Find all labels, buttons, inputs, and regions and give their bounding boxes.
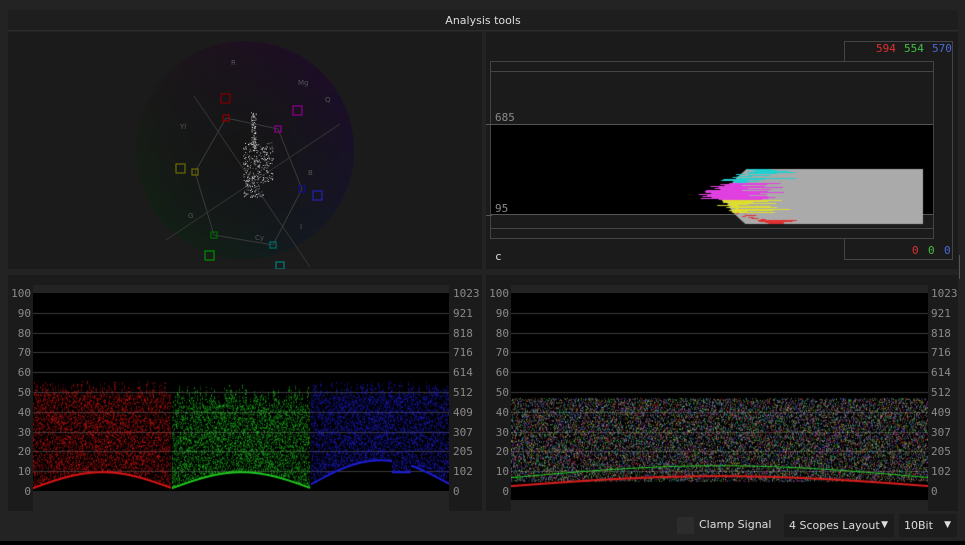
axis-tick-label: 0	[24, 485, 31, 498]
axis-tick-label: 30	[495, 425, 509, 439]
axis-tick-label: 20	[17, 445, 31, 459]
axis-tick-label: 40	[495, 405, 509, 419]
axis-tick-label: 70	[495, 346, 509, 360]
target-label-r: R	[231, 59, 236, 67]
axis-tick-label: 0	[453, 485, 460, 498]
clamp-signal-label: Clamp Signal	[699, 518, 772, 531]
max-count-red: 594	[876, 42, 896, 55]
rgb-parade-trace	[33, 293, 449, 491]
axis-tick-label: 80	[17, 326, 31, 340]
axis-tick-label: 205	[931, 445, 951, 459]
axis-tick-label: 716	[453, 346, 473, 360]
min-count-blue: 0	[944, 244, 951, 257]
axis-tick-label: 20	[495, 445, 509, 459]
axis-tick-label: 716	[931, 346, 951, 360]
vectorscope-trace	[243, 112, 274, 198]
rgb-parade-panel: 100 90 80 70 60 50 40 30 20 10 0 1023 921 818 716 614 51…	[8, 275, 482, 511]
target-label-b: B	[308, 169, 313, 177]
target-label-q: Q	[325, 96, 331, 104]
histogram-lower-label: 95	[495, 202, 509, 215]
layout-select[interactable]: 4 Scopes Layout ▼	[784, 514, 894, 537]
count-box	[844, 41, 953, 260]
axis-tick-label: 70	[17, 346, 31, 360]
axis-tick-label: 205	[453, 445, 473, 459]
axis-tick-label: 512	[931, 386, 951, 399]
bitdepth-select[interactable]: 10Bit ▼	[899, 514, 957, 537]
chevron-down-icon: ▼	[881, 520, 888, 530]
axis-tick-label: 60	[17, 366, 31, 380]
axis-tick-label: 1023	[453, 287, 480, 300]
max-count-green: 554	[904, 42, 924, 55]
min-count-red: 0	[912, 244, 919, 257]
i-axis	[193, 95, 311, 268]
target-label-mg: Mg	[298, 79, 308, 87]
axis-tick-label: 818	[931, 326, 951, 340]
target-label-i: I	[300, 223, 302, 231]
target-label-g: G	[188, 212, 193, 220]
q-axis	[165, 123, 341, 241]
axis-tick-label: 921	[453, 306, 473, 320]
axis-tick-label: 0	[931, 485, 938, 498]
target-label-yl: Yl	[179, 123, 186, 131]
histogram-bars	[491, 117, 933, 237]
axis-tick-label: 60	[495, 366, 509, 380]
axis-tick-label: 50	[17, 386, 31, 399]
vectorscope-panel: R Mg Q B I Cy G Yl	[8, 32, 482, 269]
axis-tick-label: 90	[495, 306, 509, 320]
axis-tick-label: 10	[495, 465, 509, 479]
min-count-green: 0	[928, 244, 935, 257]
chevron-down-icon: ▼	[944, 520, 951, 530]
axis-tick-label: 409	[453, 405, 473, 419]
bitdepth-select-value: 10Bit	[904, 519, 933, 532]
vectorscope-graph: R Mg Q B I Cy G Yl	[136, 41, 354, 269]
axis-tick-label: 921	[931, 306, 951, 320]
axis-tick-label: 614	[453, 366, 473, 380]
axis-tick-label: 614	[931, 366, 951, 380]
panel-splitter-handle[interactable]	[959, 255, 965, 279]
axis-tick-label: 1023	[931, 287, 958, 300]
axis-tick-label: 90	[17, 306, 31, 320]
waveform-trace	[511, 293, 928, 500]
axis-tick-label: 100	[489, 287, 509, 300]
axis-tick-label: 10	[17, 465, 31, 479]
window-title: Analysis tools	[8, 10, 958, 31]
axis-tick-label: 30	[17, 425, 31, 439]
color-graticule	[194, 117, 303, 246]
axis-tick-label: 818	[453, 326, 473, 340]
axis-tick-label: 40	[17, 405, 31, 419]
axis-tick-label: 0	[502, 485, 509, 498]
clamp-signal-checkbox[interactable]	[677, 517, 694, 534]
axis-tick-label: 102	[453, 465, 473, 479]
waveform-panel: 100 90 80 70 60 50 40 30 20 10 0 1023 921 818 716 614 51…	[486, 275, 958, 511]
axis-tick-label: 512	[453, 386, 473, 399]
axis-tick-label: 307	[931, 425, 951, 439]
axis-tick-label: 50	[495, 386, 509, 399]
axis-tick-label: 100	[11, 287, 31, 300]
max-count-blue: 570	[932, 42, 952, 55]
target-label-cy: Cy	[255, 234, 264, 242]
axis-tick-label: 102	[931, 465, 951, 479]
axis-tick-label: 409	[931, 405, 951, 419]
histogram-panel: 685 95 c 594 554 570 0 0 0	[486, 32, 958, 269]
layout-select-value: 4 Scopes Layout	[789, 519, 880, 532]
axis-tick-label: 307	[453, 425, 473, 439]
histogram-channel-label: c	[495, 250, 502, 263]
histogram-upper-label: 685	[495, 111, 515, 124]
axis-tick-label: 80	[495, 326, 509, 340]
